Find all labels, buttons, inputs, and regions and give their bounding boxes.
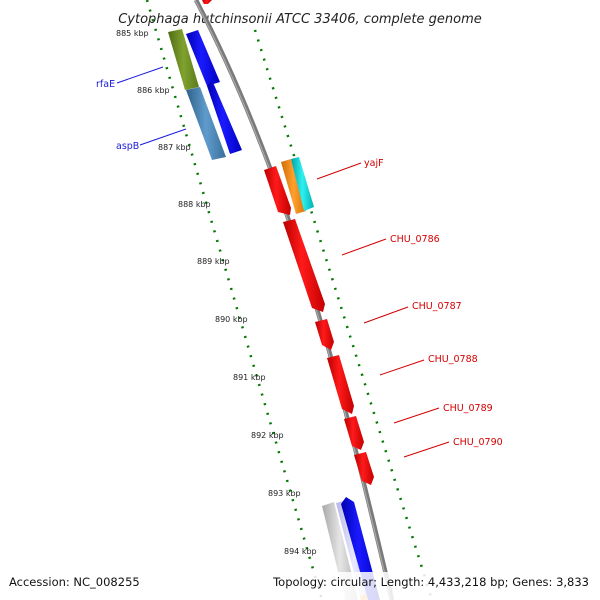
CHU_0788-leader	[379, 359, 425, 376]
tick-label-888: 888 kbp	[178, 200, 211, 209]
gene-label-CHU_0787: CHU_0787	[412, 301, 462, 312]
gene-forward-1	[186, 30, 220, 86]
gene-reverse-4	[327, 355, 354, 414]
CHU_0787-leader	[363, 306, 409, 324]
tick-label-891: 891 kbp	[233, 373, 266, 382]
CHU_0786-leader	[341, 238, 387, 256]
gene-label-aspB: aspB	[116, 141, 139, 152]
gene-reverse-1	[264, 166, 291, 215]
tick-label-889: 889 kbp	[197, 257, 230, 266]
CHU_0789-leader	[393, 407, 440, 424]
gene-yajF-cyan	[291, 157, 314, 211]
footer-background	[0, 572, 600, 600]
gene-label-CHU_0788: CHU_0788	[428, 354, 478, 365]
tick-label-885: 885 kbp	[116, 29, 149, 38]
gene-reverse-6	[354, 452, 374, 485]
tick-labels: 885 kbp 886 kbp 887 kbp 888 kbp 889 kbp …	[116, 29, 317, 556]
yajF-leader	[316, 162, 362, 180]
inner-tick-ring	[145, 0, 324, 600]
gene-label-CHU_0790: CHU_0790	[453, 437, 503, 448]
tick-label-892: 892 kbp	[251, 431, 284, 440]
map-title: Cytophaga hutchinsonii ATCC 33406, compl…	[118, 12, 482, 27]
gene-yajF-orange	[281, 159, 306, 214]
tick-label-887: 887 kbp	[158, 143, 191, 152]
gene-aspB-cog	[186, 87, 226, 160]
CHU_0790-leader	[403, 441, 450, 458]
aspB-leader	[139, 128, 187, 146]
gene-forward-2	[207, 80, 242, 154]
gene-reverse-5	[344, 416, 364, 450]
gene-label-rfaE: rfaE	[96, 79, 115, 90]
gene-rfaE-cog	[168, 29, 199, 90]
gene-label-CHU_0786: CHU_0786	[390, 234, 440, 245]
topology-text: Topology: circular; Length: 4,433,218 bp…	[272, 575, 589, 589]
rfaE-leader	[116, 66, 164, 84]
gene-reverse-2	[283, 219, 325, 312]
gene-reverse-3	[315, 319, 334, 350]
genome-backbone-highlight	[194, 0, 392, 600]
gene-label-CHU_0789: CHU_0789	[443, 403, 493, 414]
tick-label-894: 894 kbp	[284, 547, 317, 556]
tick-label-890: 890 kbp	[215, 315, 248, 324]
accession-text: Accession: NC_008255	[9, 575, 140, 589]
partial-gene-top	[202, 0, 212, 4]
tick-label-893: 893 kbp	[268, 489, 301, 498]
gene-label-yajF: yajF	[364, 158, 384, 169]
genome-backbone	[194, 0, 395, 600]
tick-label-886: 886 kbp	[137, 86, 170, 95]
